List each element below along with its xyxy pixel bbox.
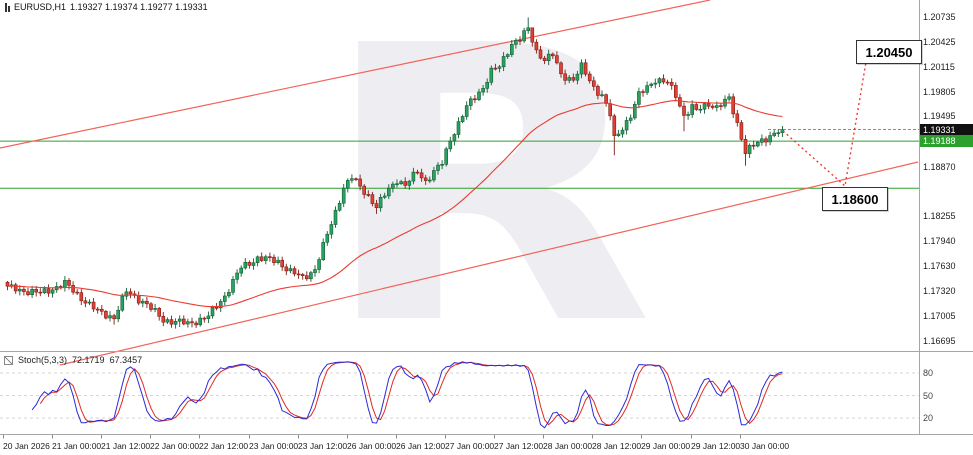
current-price-badge: 1.19331 — [920, 124, 973, 136]
symbol-timeframe: EURUSD,H1 — [14, 2, 67, 12]
stoch-signal-line — [39, 361, 783, 426]
ohlc-values: 1.19327 1.19374 1.19277 1.19331 — [70, 2, 208, 12]
trendline-channel-upper[interactable] — [0, 0, 711, 149]
price-target-label[interactable]: 1.18600 — [822, 187, 888, 211]
indicator-icon — [4, 355, 13, 365]
indicator-header: Stoch(5,3,3) 72.1719 67.3457 — [4, 355, 142, 365]
indicator-name: Stoch(5,3,3) — [18, 355, 68, 365]
indicator-value-main: 72.1719 — [72, 355, 105, 365]
stoch-main-line — [31, 361, 783, 429]
moving-average-line[interactable] — [7, 100, 783, 308]
price-target-label[interactable]: 1.20450 — [856, 40, 922, 64]
candlestick-icon — [5, 2, 10, 12]
forecast-projection-line[interactable] — [782, 61, 867, 188]
trendline-channel-lower[interactable] — [59, 161, 919, 366]
level-price-badge: 1.19188 — [920, 135, 973, 147]
indicator-value-signal: 67.3457 — [109, 355, 143, 365]
chart-title: EURUSD,H1 1.19327 1.19374 1.19277 1.1933… — [5, 2, 208, 12]
candlestick-series — [5, 17, 785, 329]
